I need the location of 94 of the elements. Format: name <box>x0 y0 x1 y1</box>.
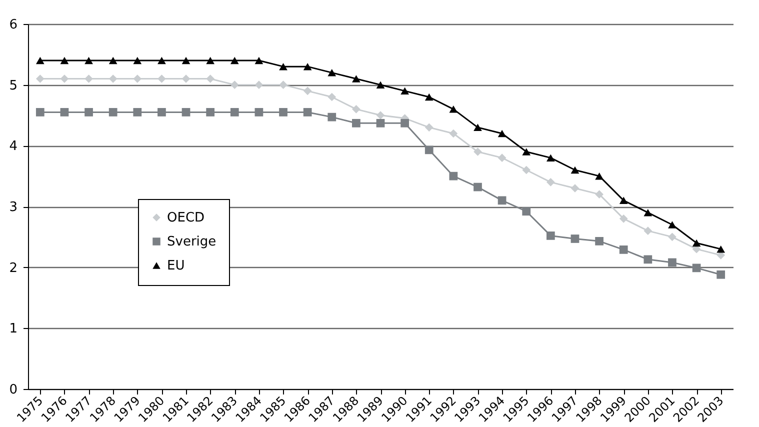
point <box>158 74 166 83</box>
point <box>279 62 288 70</box>
point <box>328 92 336 102</box>
point <box>668 232 676 242</box>
y-tick-label: 3 <box>9 200 18 215</box>
point <box>716 270 726 279</box>
point <box>133 108 142 116</box>
point <box>303 108 312 116</box>
point <box>570 166 580 174</box>
point <box>328 69 336 76</box>
point <box>254 108 264 116</box>
point <box>449 172 458 180</box>
point <box>206 108 215 116</box>
point <box>108 74 118 83</box>
point <box>230 56 239 64</box>
point <box>644 226 652 236</box>
point <box>716 245 726 253</box>
point <box>498 154 506 162</box>
y-tick-label: 4 <box>9 139 18 154</box>
point <box>279 108 288 116</box>
point <box>158 108 166 116</box>
point <box>449 129 458 138</box>
point <box>352 118 360 128</box>
point <box>546 232 555 240</box>
point <box>376 111 385 120</box>
point <box>546 154 555 162</box>
point <box>376 81 385 88</box>
point <box>474 124 482 132</box>
point <box>595 236 604 246</box>
point <box>474 148 482 156</box>
point <box>84 56 93 64</box>
point <box>668 258 676 267</box>
point <box>60 56 69 64</box>
point <box>570 234 580 243</box>
point <box>522 148 531 156</box>
point <box>254 80 264 90</box>
point <box>303 86 312 96</box>
point <box>546 178 555 186</box>
point <box>570 184 580 192</box>
point <box>644 255 652 264</box>
point <box>498 196 506 205</box>
point <box>254 56 264 64</box>
point <box>424 146 434 154</box>
point <box>424 93 434 101</box>
point <box>400 118 409 128</box>
point <box>522 207 531 216</box>
point <box>133 56 142 64</box>
y-tick-label: 1 <box>9 322 18 337</box>
point <box>352 104 360 114</box>
y-tick-label: 5 <box>9 78 18 94</box>
point <box>595 190 604 199</box>
point <box>36 56 44 64</box>
point <box>108 108 118 116</box>
point <box>206 56 215 64</box>
point <box>182 74 190 83</box>
y-tick-label: 6 <box>9 18 18 32</box>
point <box>376 118 385 128</box>
point <box>36 108 44 116</box>
point <box>522 166 531 174</box>
point <box>230 80 239 90</box>
point <box>133 74 142 83</box>
point <box>279 80 288 90</box>
point <box>619 246 628 254</box>
point <box>230 108 239 116</box>
point <box>206 74 215 83</box>
point <box>328 112 336 122</box>
point <box>84 74 93 83</box>
point <box>60 74 69 83</box>
point <box>498 130 506 138</box>
point <box>619 214 628 223</box>
point <box>108 56 118 64</box>
point <box>84 108 93 116</box>
point <box>595 172 604 180</box>
point <box>303 62 312 70</box>
point <box>352 75 360 82</box>
point <box>182 56 190 64</box>
point <box>36 74 44 83</box>
point <box>644 208 652 216</box>
point <box>60 108 69 116</box>
y-tick-label: 2 <box>9 260 18 276</box>
legend-label: Sverige <box>167 234 216 250</box>
legend-label: EU <box>167 258 185 274</box>
point <box>692 239 701 247</box>
legend-label: OECD <box>167 210 205 226</box>
point <box>182 108 190 116</box>
point <box>424 123 434 132</box>
point <box>400 87 409 95</box>
point <box>692 264 701 272</box>
point <box>158 56 166 64</box>
point <box>619 196 628 204</box>
point <box>668 221 676 228</box>
point <box>449 106 458 113</box>
point <box>474 182 482 192</box>
y-tick-label: 0 <box>9 382 18 398</box>
